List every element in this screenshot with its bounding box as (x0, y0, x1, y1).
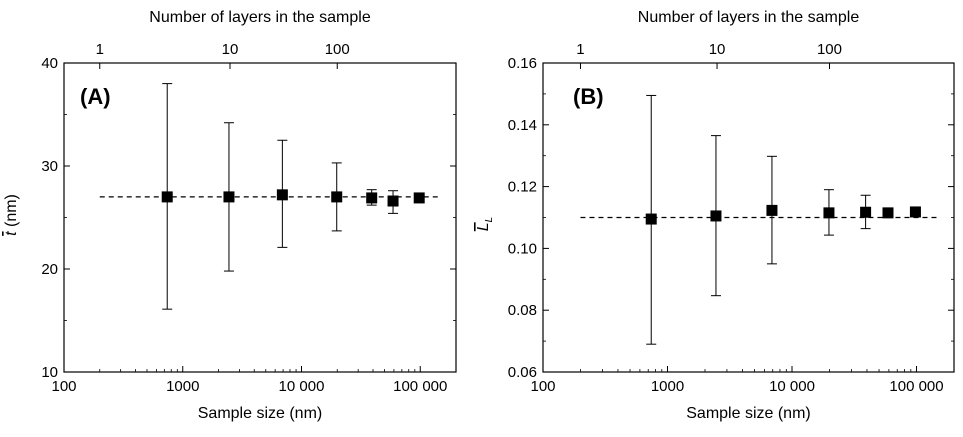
panel-b-y-axis-subscript: L (484, 217, 495, 223)
panel-a-data-point-4 (366, 192, 378, 204)
panel-a-xtick-label-3: 100 000 (393, 378, 447, 395)
panel-b-ytick-label-3: 0.12 (508, 179, 537, 196)
panel-a-xtick-label-0: 100 (51, 378, 76, 395)
panel-a-ytick-label-1: 20 (41, 261, 58, 278)
panel-b-ytick-label-4: 0.14 (508, 117, 537, 134)
panel-a-ytick-label-2: 30 (41, 158, 58, 175)
panel-b-data-point-4 (860, 206, 872, 218)
panel-b-x-axis-title: Sample size (nm) (686, 405, 810, 422)
panel-b-ytick-label-2: 0.10 (508, 240, 537, 257)
panel-a-y-axis-title-text: t (nm) (3, 194, 20, 236)
panel-b-xtick-label-1: 1000 (651, 378, 684, 395)
panel-b-y-axis-title: LL (475, 217, 495, 231)
panel-a-x2tick-label-1: 10 (222, 41, 239, 58)
panel-b-data-point-0 (645, 213, 657, 225)
panel-a-data-point-5 (387, 195, 399, 207)
panel-a-data-point-3 (331, 191, 343, 203)
panel-a-xtick-label-2: 10 000 (279, 378, 325, 395)
panel-a-ytick-label-3: 40 (41, 55, 58, 72)
panel-a-data-point-2 (276, 189, 288, 201)
panel-a-plot-frame (63, 62, 457, 373)
panel-b-ytick-label-0: 0.06 (508, 364, 537, 381)
panel-a-y-axis-symbol: t (3, 231, 20, 236)
panel-b-ytick-label-5: 0.16 (508, 55, 537, 72)
panel-b-x2tick-label-0: 1 (576, 41, 584, 58)
panel-a-x2-axis-title: Number of layers in the sample (149, 9, 371, 26)
panel-b-xtick-label-0: 100 (530, 378, 555, 395)
panel-b-ytick-label-1: 0.08 (508, 302, 537, 319)
panel-a-data-point-1 (223, 191, 235, 203)
panel-b-data-point-5 (882, 207, 894, 219)
panel-a-x2tick-label-2: 100 (325, 41, 350, 58)
panel-a-panel-label: (A) (80, 84, 111, 109)
panel-a-y-axis-title: t (nm) (3, 194, 20, 236)
panel-b-xtick-label-2: 10 000 (769, 378, 815, 395)
panel-a-data-point-0 (161, 191, 173, 203)
panel-a-x-axis-title: Sample size (nm) (198, 405, 322, 422)
panel-b-x2tick-label-2: 100 (817, 41, 842, 58)
panel-a-x2tick-label-0: 1 (96, 41, 104, 58)
panel-b-xtick-label-3: 100 000 (889, 378, 943, 395)
panel-a-ytick-label-0: 10 (41, 364, 58, 381)
panel-b-data-point-3 (823, 207, 835, 219)
panel-a-data-point-6 (413, 192, 425, 204)
panel-b-x2tick-label-1: 10 (709, 41, 726, 58)
panel-b-data-point-6 (909, 206, 921, 218)
panel-b-y-axis-title-text: LL (475, 217, 495, 231)
panel-b-y-axis-symbol: L (475, 222, 492, 231)
panel-a-xtick-label-1: 1000 (166, 378, 199, 395)
panel-b-data-point-1 (710, 210, 722, 222)
panel-a-y-axis-unit: (nm) (3, 194, 20, 231)
panel-b-x2-axis-title: Number of layers in the sample (638, 9, 860, 26)
panel-b-panel-label: (B) (573, 84, 604, 109)
panel-b-data-point-2 (766, 204, 778, 216)
